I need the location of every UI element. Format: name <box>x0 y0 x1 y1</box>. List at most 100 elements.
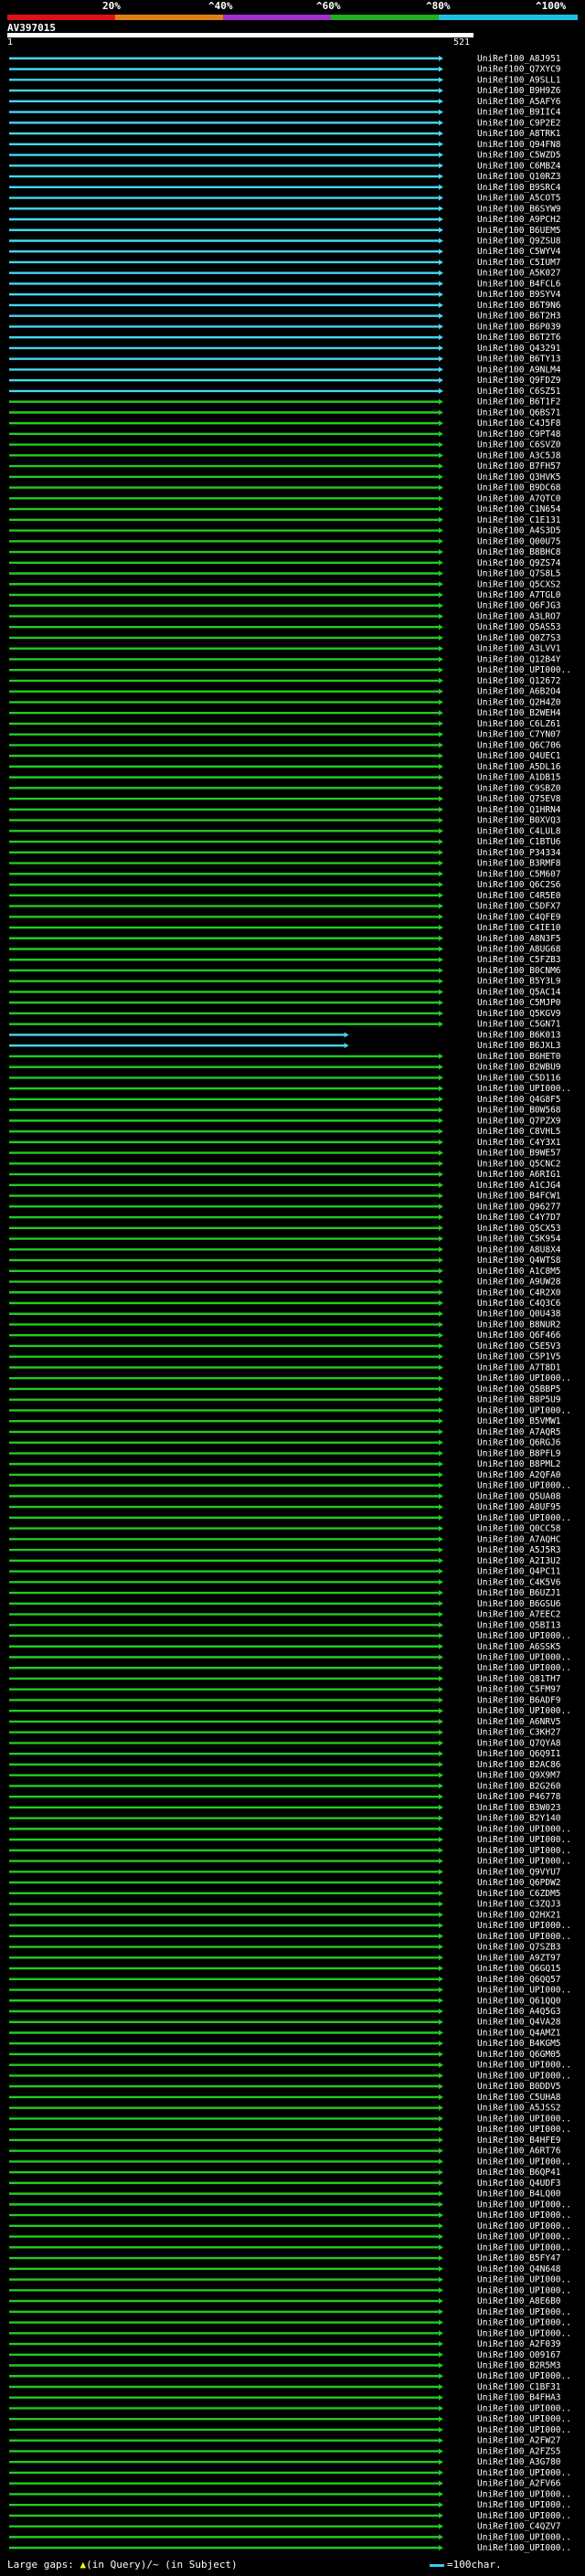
hit-label[interactable]: UniRef100_B4FHA3 <box>477 2393 561 2403</box>
hit-label[interactable]: UniRef100_A6RIG1 <box>477 1170 561 1180</box>
hit-label[interactable]: UniRef100_A8U8X4 <box>477 1245 561 1255</box>
hit-label[interactable]: UniRef100_UPI000.. <box>477 1084 571 1094</box>
hit-label[interactable]: UniRef100_B6JXL3 <box>477 1041 561 1051</box>
hit-label[interactable]: UniRef100_Q2HX21 <box>477 1910 561 1920</box>
hit-label[interactable]: UniRef100_B3W023 <box>477 1803 561 1813</box>
hit-label[interactable]: UniRef100_A7AQR5 <box>477 1427 561 1437</box>
hit-label[interactable]: UniRef100_UPI000.. <box>477 2071 571 2081</box>
hit-label[interactable]: UniRef100_C9PT48 <box>477 429 561 440</box>
hit-label[interactable]: UniRef100_A8N3F5 <box>477 934 561 944</box>
hit-label[interactable]: UniRef100_UPI000.. <box>477 2061 571 2071</box>
hit-label[interactable]: UniRef100_UPI000.. <box>477 1857 571 1867</box>
hit-label[interactable]: UniRef100_B0W568 <box>477 1106 561 1116</box>
hit-label[interactable]: UniRef100_A6NRV5 <box>477 1717 561 1727</box>
hit-label[interactable]: UniRef100_UPI000.. <box>477 2157 571 2167</box>
hit-label[interactable]: UniRef100_C5DFX7 <box>477 902 561 912</box>
hit-label[interactable]: UniRef100_A8E6B0 <box>477 2296 561 2306</box>
hit-label[interactable]: UniRef100_A3LRO7 <box>477 611 561 621</box>
hit-label[interactable]: UniRef100_Q12672 <box>477 676 561 686</box>
hit-label[interactable]: UniRef100_B7FH57 <box>477 461 561 472</box>
hit-label[interactable]: UniRef100_UPI000.. <box>477 1653 571 1663</box>
hit-label[interactable]: UniRef100_A7T8D1 <box>477 1362 561 1373</box>
hit-label[interactable]: UniRef100_C5FZB3 <box>477 955 561 965</box>
hit-label[interactable]: UniRef100_Q4PC11 <box>477 1567 561 1577</box>
hit-label[interactable]: UniRef100_UPI000.. <box>477 665 571 675</box>
hit-label[interactable]: UniRef100_Q5UA08 <box>477 1491 561 1501</box>
hit-label[interactable]: UniRef100_B2WBU9 <box>477 1063 561 1073</box>
hit-label[interactable]: UniRef100_B5FY47 <box>477 2253 561 2263</box>
hit-label[interactable]: UniRef100_UPI000.. <box>477 1921 571 1931</box>
hit-label[interactable]: UniRef100_C5GN71 <box>477 1020 561 1030</box>
hit-label[interactable]: UniRef100_C4Y7D7 <box>477 1213 561 1223</box>
hit-label[interactable]: UniRef100_Q4VA28 <box>477 2018 561 2028</box>
hit-label[interactable]: UniRef100_Q5AC14 <box>477 987 561 997</box>
hit-label[interactable]: UniRef100_C1BF31 <box>477 2382 561 2392</box>
hit-label[interactable]: UniRef100_B6T2H3 <box>477 312 561 322</box>
hit-label[interactable]: UniRef100_A1C8M5 <box>477 1267 561 1277</box>
hit-label[interactable]: UniRef100_B4FCL6 <box>477 279 561 289</box>
hit-label[interactable]: UniRef100_UPI000.. <box>477 2232 571 2242</box>
hit-label[interactable]: UniRef100_C4K5V6 <box>477 1577 561 1587</box>
hit-label[interactable]: UniRef100_C1E131 <box>477 515 561 525</box>
hit-label[interactable]: UniRef100_A8UF95 <box>477 1502 561 1512</box>
hit-label[interactable]: UniRef100_Q1HRN4 <box>477 805 561 815</box>
hit-label[interactable]: UniRef100_Q7SZB3 <box>477 1943 561 1953</box>
hit-label[interactable]: UniRef100_UPI000.. <box>477 2371 571 2381</box>
hit-label[interactable]: UniRef100_C6LZ61 <box>477 719 561 729</box>
hit-label[interactable]: UniRef100_UPI000.. <box>477 2414 571 2424</box>
hit-label[interactable]: UniRef100_Q7XYC9 <box>477 65 561 75</box>
hit-label[interactable]: UniRef100_B6SYW9 <box>477 204 561 214</box>
hit-label[interactable]: UniRef100_A9UW28 <box>477 1277 561 1288</box>
hit-label[interactable]: UniRef100_A9NLM4 <box>477 365 561 375</box>
hit-label[interactable]: UniRef100_Q12B4Y <box>477 654 561 664</box>
hit-label[interactable]: UniRef100_Q61QQ0 <box>477 1996 561 2006</box>
hit-label[interactable]: UniRef100_A7AQHC <box>477 1534 561 1544</box>
hit-label[interactable]: UniRef100_Q10RZ3 <box>477 172 561 182</box>
hit-label[interactable]: UniRef100_A4Q5G3 <box>477 2007 561 2017</box>
hit-label[interactable]: UniRef100_A2QFA0 <box>477 1470 561 1480</box>
hit-label[interactable]: UniRef100_Q4N648 <box>477 2264 561 2274</box>
hit-label[interactable]: UniRef100_B9H9Z6 <box>477 86 561 96</box>
hit-label[interactable]: UniRef100_C5MJP0 <box>477 998 561 1008</box>
hit-label[interactable]: UniRef100_Q9X9M7 <box>477 1771 561 1781</box>
hit-label[interactable]: UniRef100_Q6GM05 <box>477 2050 561 2060</box>
hit-label[interactable]: UniRef100_Q5CNC2 <box>477 1159 561 1169</box>
hit-label[interactable]: UniRef100_C4R2X0 <box>477 1288 561 1298</box>
hit-label[interactable]: UniRef100_A2FZS5 <box>477 2446 561 2456</box>
hit-label[interactable]: UniRef100_B9DC68 <box>477 483 561 493</box>
hit-label[interactable]: UniRef100_A1DB15 <box>477 773 561 783</box>
hit-label[interactable]: UniRef100_A8TRK1 <box>477 129 561 139</box>
hit-label[interactable]: UniRef100_B6T9N6 <box>477 301 561 311</box>
hit-label[interactable]: UniRef100_UPI000.. <box>477 1835 571 1845</box>
hit-label[interactable]: UniRef100_B0CNM6 <box>477 966 561 976</box>
hit-label[interactable]: UniRef100_A6SSK5 <box>477 1642 561 1652</box>
hit-label[interactable]: UniRef100_UPI000.. <box>477 2425 571 2435</box>
hit-label[interactable]: UniRef100_B2AC86 <box>477 1760 561 1770</box>
hit-label[interactable]: UniRef100_B6TY13 <box>477 355 561 365</box>
hit-label[interactable]: UniRef100_UPI000.. <box>477 2275 571 2285</box>
hit-label[interactable]: UniRef100_Q0CC58 <box>477 1524 561 1534</box>
hit-label[interactable]: UniRef100_C9SBZ0 <box>477 783 561 793</box>
hit-label[interactable]: UniRef100_C4QFE9 <box>477 912 561 922</box>
hit-label[interactable]: UniRef100_A3G780 <box>477 2457 561 2467</box>
hit-label[interactable]: UniRef100_Q00U75 <box>477 536 561 546</box>
hit-label[interactable]: UniRef100_B8PML2 <box>477 1459 561 1469</box>
hit-label[interactable]: UniRef100_UPI000.. <box>477 1631 571 1641</box>
hit-label[interactable]: UniRef100_C5D116 <box>477 1073 561 1083</box>
hit-label[interactable]: UniRef100_C5P1V5 <box>477 1352 561 1362</box>
hit-label[interactable]: UniRef100_B3RMF8 <box>477 859 561 869</box>
hit-label[interactable]: UniRef100_A2FW27 <box>477 2436 561 2446</box>
hit-label[interactable]: UniRef100_A4S3D5 <box>477 526 561 536</box>
hit-label[interactable]: UniRef100_C6ZDM5 <box>477 1889 561 1899</box>
hit-label[interactable]: UniRef100_C6MBZ4 <box>477 161 561 171</box>
hit-label[interactable]: UniRef100_UPI000.. <box>477 1706 571 1716</box>
hit-label[interactable]: UniRef100_Q0U438 <box>477 1309 561 1320</box>
hit-label[interactable]: UniRef100_UPI000.. <box>477 2114 571 2124</box>
hit-label[interactable]: UniRef100_Q4WTS8 <box>477 1256 561 1266</box>
hit-label[interactable]: UniRef100_B6HET0 <box>477 1052 561 1062</box>
hit-label[interactable]: UniRef100_B4FCW1 <box>477 1192 561 1202</box>
hit-label[interactable]: UniRef100_UPI000.. <box>477 2489 571 2499</box>
hit-label[interactable]: UniRef100_P34334 <box>477 848 561 858</box>
hit-label[interactable]: UniRef100_UPI000.. <box>477 2221 571 2231</box>
hit-label[interactable]: UniRef100_C4IE10 <box>477 923 561 933</box>
